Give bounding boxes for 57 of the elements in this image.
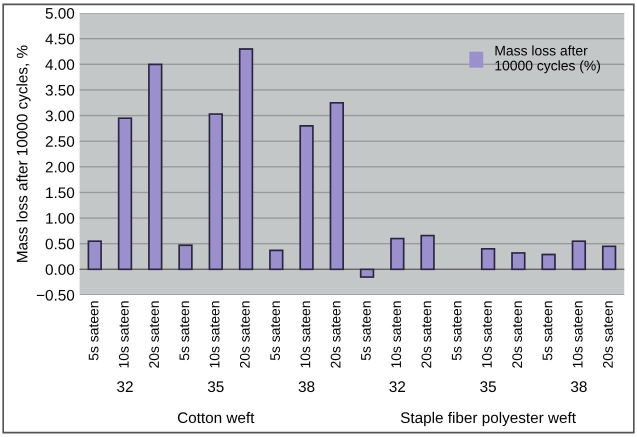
y-tick-label: 2.00 — [46, 162, 74, 173]
x-tick-label: 10s sateen — [482, 301, 492, 368]
x-tick-label: 5s sateen — [88, 301, 98, 360]
y-tick-label: 1.00 — [46, 212, 74, 224]
y-axis-title: Mass loss after 10000 cycles, % — [16, 45, 31, 262]
bar — [330, 102, 344, 270]
x-tick-label: 10s sateen — [572, 301, 583, 368]
text: 32 — [117, 381, 133, 392]
bar — [118, 117, 132, 270]
y-tick-label: 0.00 — [46, 264, 74, 276]
bar — [511, 252, 526, 270]
x-tick-label: 20s sateen — [330, 301, 341, 368]
bar — [420, 234, 435, 270]
y-tick-label: 4.50 — [45, 34, 74, 44]
y-tick-label: 3.00 — [46, 110, 74, 122]
x-tick-label: 20s sateen — [421, 301, 432, 368]
y-tick-label: 3.50 — [46, 84, 74, 96]
y-tick-label: 4.00 — [45, 59, 74, 70]
x-tick-label: 10s sateen — [118, 301, 129, 368]
text: 35 — [480, 381, 496, 392]
bar — [541, 254, 556, 270]
x-tick-label: 5s sateen — [361, 301, 371, 360]
x-tick-label: 20s sateen — [512, 301, 522, 368]
text: 32 — [389, 381, 406, 392]
text: 35 — [208, 381, 224, 392]
bar — [269, 250, 284, 270]
bar — [572, 240, 586, 270]
x-tick-label: 10s sateen — [391, 301, 402, 368]
bar — [390, 238, 405, 270]
x-tick-label: 20s sateen — [603, 301, 613, 368]
bar — [178, 244, 193, 270]
bar — [360, 268, 374, 278]
y-tick-label: 0.50 — [46, 238, 74, 250]
text: 38 — [570, 381, 587, 392]
text: 38 — [298, 381, 314, 392]
x-tick-label: 5s sateen — [542, 301, 552, 360]
bar — [88, 240, 102, 270]
bar — [299, 125, 314, 270]
x-tick-label: 10s sateen — [210, 301, 220, 368]
x-tick-label: 20s sateen — [240, 301, 250, 368]
x-tick-label: 10s sateen — [300, 301, 310, 368]
text: Cotton weft — [178, 412, 254, 424]
y-tick-label: 2.50 — [46, 136, 74, 147]
bar — [148, 64, 162, 270]
legend-label: Mass loss after 10000 cycles (%) — [495, 45, 600, 74]
bar — [238, 48, 254, 270]
x-tick-label: 5s sateen — [452, 301, 462, 360]
x-tick-label: 5s sateen — [270, 301, 280, 360]
bar — [602, 245, 616, 270]
text: Staple fiber polyester weft — [400, 412, 576, 426]
bar — [208, 113, 223, 270]
x-tick-label: 20s sateen — [149, 301, 159, 368]
y-tick-label: −0.50 — [36, 290, 74, 301]
x-tick-label: 5s sateen — [180, 301, 190, 360]
y-tick-label: 1.50 — [46, 187, 74, 198]
bar — [480, 248, 496, 270]
y-tick-label: 5.00 — [46, 8, 74, 19]
